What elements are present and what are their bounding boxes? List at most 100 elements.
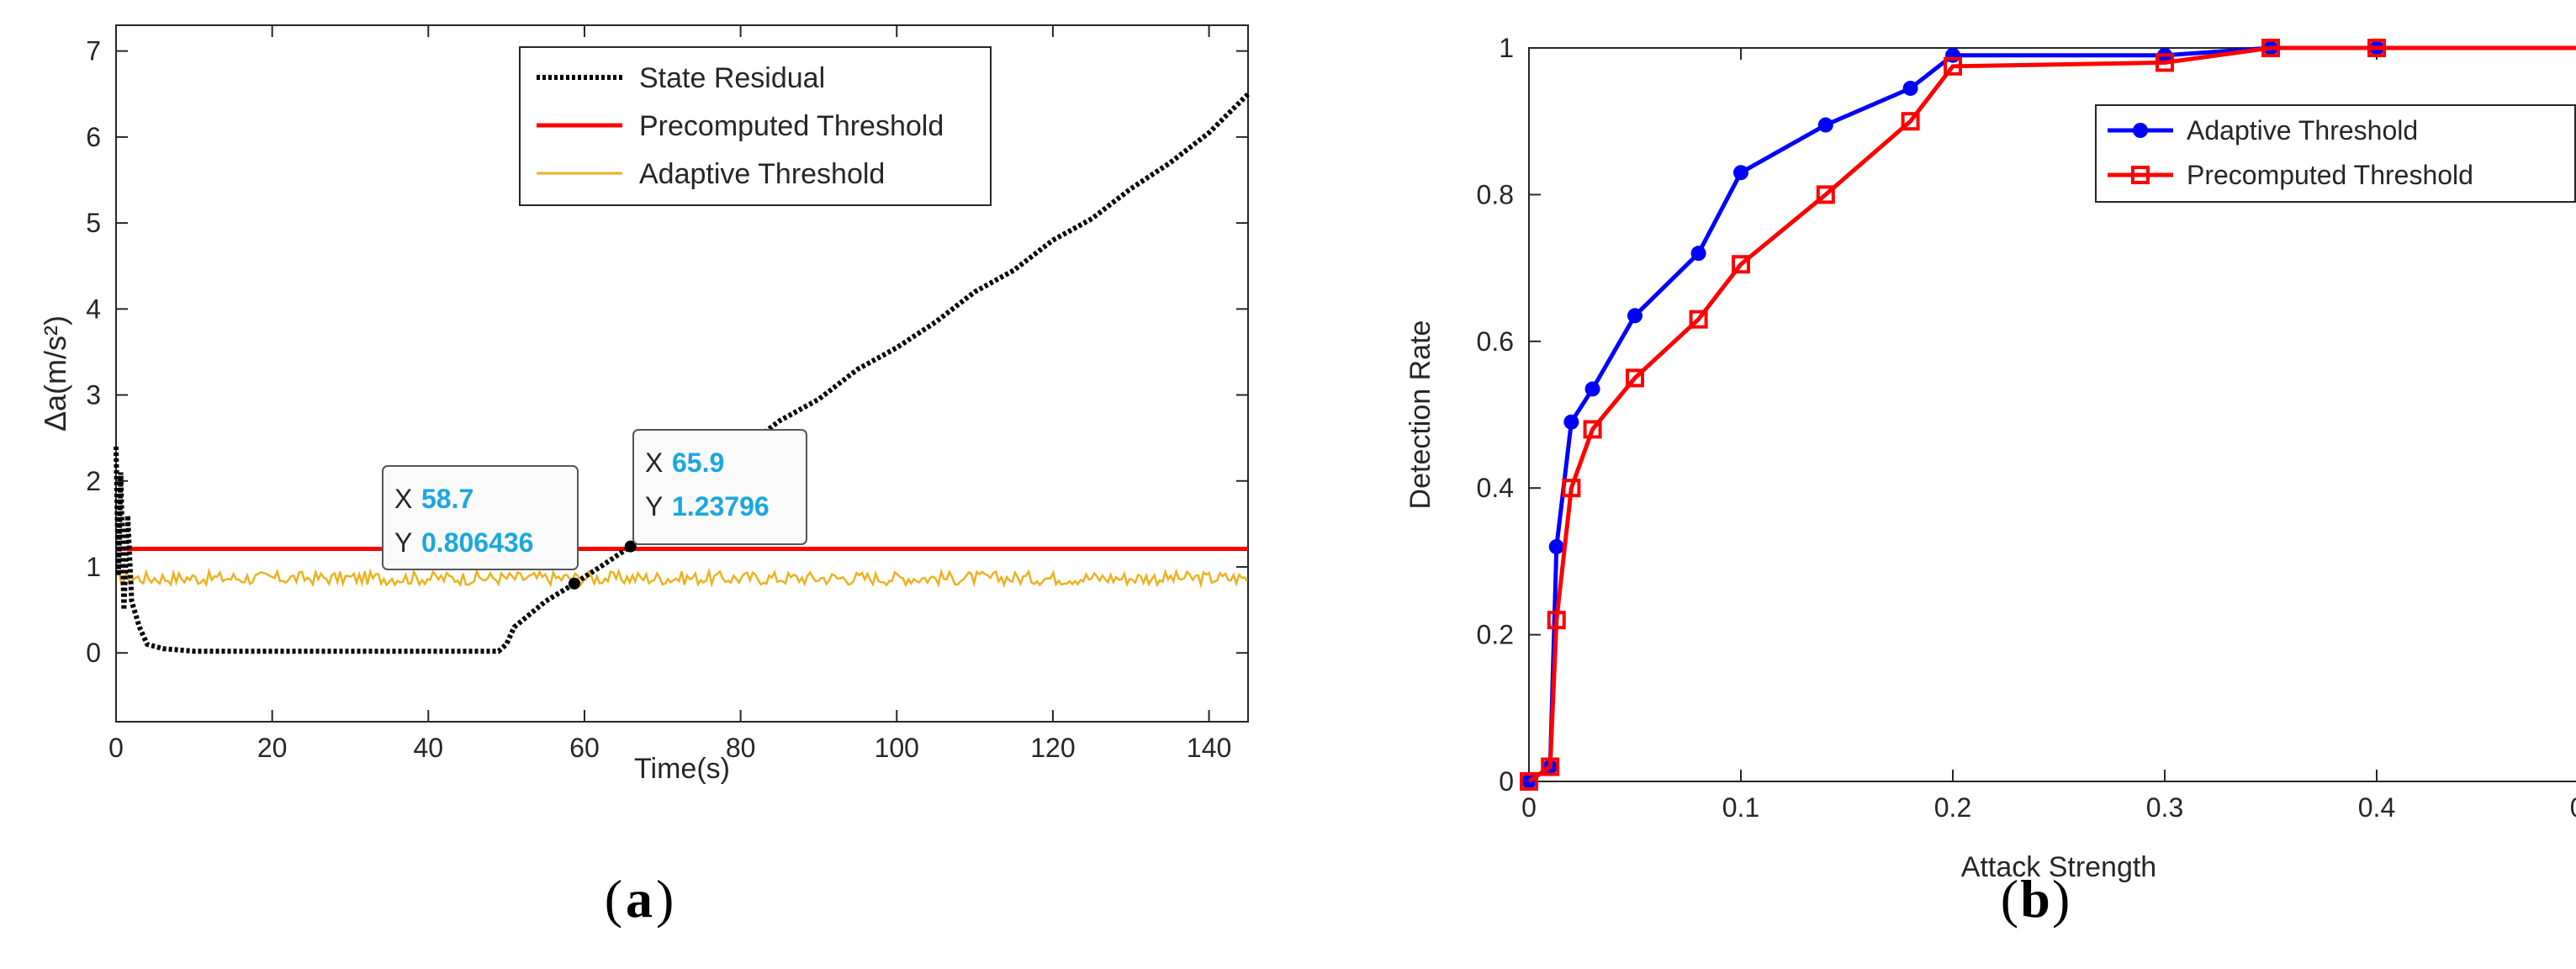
panel-b-legend-box <box>2095 104 2576 203</box>
panel-a-datatip-box <box>382 465 579 570</box>
panel-b-x-axis-label: Attack Strength <box>1961 851 2156 883</box>
panel-a-datatip-marker <box>568 577 580 590</box>
panel-a-x-tick-label: 40 <box>414 733 444 763</box>
panel-a-y-tick-label: 3 <box>86 380 101 410</box>
panel-b-x-tick-label: 0.1 <box>1722 792 1759 823</box>
panel-b-x-tick-label: 0.5 <box>2570 792 2576 823</box>
panel-a-x-axis-label: Time(s) <box>634 753 730 785</box>
panel-a-legend-label: Adaptive Threshold <box>639 158 885 190</box>
panel-a-time-series-chart: 0 1 2 3 4 5 6 7 0 20 40 60 80 100 120 140 X 58.7 Y 0.8064… <box>38 24 1251 929</box>
panel-b-point-adaptive-threshold <box>1584 381 1600 397</box>
panel-a-y-tick-label: 5 <box>86 208 101 238</box>
panel-a-x-tick-label: 80 <box>726 733 756 763</box>
panel-a-y-tick-label: 1 <box>86 552 101 582</box>
panel-b-point-adaptive-threshold <box>1945 47 1960 63</box>
panel-a-y-ticks: 0 1 2 3 4 5 6 7 <box>86 36 1248 668</box>
panel-b-y-tick-label: 0.6 <box>1477 326 1514 357</box>
panel-a-datatip-x-label: X <box>645 447 663 478</box>
panel-b-point-precomputed-threshold <box>2261 39 2280 57</box>
panel-b-point-precomputed-threshold <box>1520 772 1538 791</box>
panel-b-x-tick-label: 0 <box>1521 792 1537 823</box>
panel-b-legend-label: Adaptive Threshold <box>2187 115 2418 146</box>
panel-b-y-tick-label: 0.4 <box>1477 473 1514 503</box>
panel-a-x-ticks: 0 20 40 60 80 100 120 140 <box>108 25 1231 763</box>
panel-b-point-precomputed-threshold <box>1626 368 1644 388</box>
panel-a-datatip-marker <box>624 540 637 553</box>
panel-b-y-tick-label: 1 <box>1499 33 1514 63</box>
panel-a-datatip-box <box>632 429 807 545</box>
svg-text:(: ( <box>2001 869 2018 929</box>
panel-a-y-tick-label: 0 <box>86 638 101 668</box>
panel-b-x-tick-label: 0.2 <box>1934 792 1971 823</box>
panel-a-series-adaptive-threshold <box>115 567 1249 589</box>
panel-b-x-tick-label: 0.3 <box>2146 792 2183 823</box>
panel-b-point-precomputed-threshold <box>1547 611 1566 630</box>
panel-b-point-adaptive-threshold <box>1733 165 1748 181</box>
panel-a-y-tick-label: 6 <box>86 122 101 152</box>
panel-b-legend-marker <box>2131 166 2150 184</box>
panel-b-point-adaptive-threshold <box>1817 117 1833 133</box>
panel-a-datatip-x-label: X <box>394 484 412 514</box>
panel-b-series-precomputed-threshold <box>1527 45 2576 784</box>
panel-a-x-tick-label: 100 <box>875 733 919 763</box>
svg-text:): ) <box>656 869 674 929</box>
panel-b-detection-rate-chart: 0 0.2 0.4 0.6 0.8 1 0 0.1 0.2 0.3 0.4 0.5 Adaptive… <box>1404 33 2576 929</box>
panel-b-point-adaptive-threshold <box>1627 308 1642 324</box>
panel-a-series-state-residual <box>114 92 1251 654</box>
panel-b-point-precomputed-threshold <box>1732 255 1750 274</box>
panel-a-datatip-y-label: Y <box>394 527 412 558</box>
panel-b-legend-marker <box>2133 123 2148 138</box>
panel-a-datatip-x-value: 58.7 <box>421 484 473 514</box>
panel-b-point-adaptive-threshold <box>1690 246 1706 262</box>
panel-a-x-tick-label: 60 <box>569 733 600 763</box>
panel-b-point-adaptive-threshold <box>1902 80 1918 96</box>
panel-a-x-tick-label: 0 <box>108 733 124 763</box>
panel-b-point-adaptive-threshold <box>1563 414 1579 430</box>
panel-b-y-axis-label: Detection Rate <box>1404 320 1436 510</box>
panel-b-caption-letter: b <box>2020 869 2050 929</box>
panel-a-datatip[interactable]: X 58.7 Y 0.806436 <box>382 465 580 590</box>
panel-b-y-ticks: 0 0.2 0.4 0.6 0.8 1 <box>1477 33 1541 797</box>
panel-b-legend: Adaptive Threshold Precomputed Threshold <box>2095 104 2576 203</box>
panel-b-x-ticks: 0 0.1 0.2 0.3 0.4 0.5 <box>1521 48 2576 823</box>
panel-b-point-precomputed-threshold <box>2155 53 2174 72</box>
panel-a-legend: State Residual Precomputed Threshold Adapt… <box>519 46 992 206</box>
panel-a-datatip[interactable]: X 65.9 Y 1.23796 <box>624 429 807 553</box>
panel-b-y-tick-label: 0 <box>1499 766 1514 797</box>
panel-a-caption-letter: a <box>626 869 653 929</box>
svg-text:(: ( <box>605 869 622 929</box>
panel-b-point-precomputed-threshold <box>1583 420 1602 439</box>
panel-a-datatip-y-label: Y <box>645 491 663 522</box>
panel-b-point-precomputed-threshold <box>1816 185 1835 204</box>
panel-a-datatip-y-value: 0.806436 <box>421 527 533 558</box>
panel-a-legend-label: State Residual <box>639 62 825 94</box>
panel-a-caption: ( a ) <box>605 869 674 929</box>
panel-b-y-tick-label: 0.2 <box>1477 620 1514 650</box>
panel-b-point-precomputed-threshold <box>1562 479 1581 498</box>
panel-a-y-axis-label: Δa(m/s²) <box>38 315 72 432</box>
panel-a-x-tick-label: 140 <box>1187 733 1231 763</box>
panel-a-datatip-x-value: 65.9 <box>672 447 724 478</box>
panel-a-y-tick-label: 2 <box>86 466 101 496</box>
panel-a-series-lines <box>114 92 1251 654</box>
panel-b-point-precomputed-threshold <box>1944 56 1962 76</box>
svg-text:): ) <box>2052 869 2070 929</box>
panel-b-series-lines <box>1520 39 2576 791</box>
panel-b-point-precomputed-threshold <box>1689 310 1708 329</box>
panel-a-datatip-y-value: 1.23796 <box>672 491 770 522</box>
panel-b-point-precomputed-threshold <box>1541 757 1560 776</box>
panel-a-x-tick-label: 120 <box>1030 733 1075 763</box>
panel-b-caption: ( b ) <box>2001 869 2071 929</box>
panel-b-point-precomputed-threshold <box>1901 112 1920 131</box>
panel-a-y-tick-label: 7 <box>86 36 101 66</box>
panel-a-legend-label: Precomputed Threshold <box>639 110 944 142</box>
panel-b-y-tick-label: 0.8 <box>1477 179 1514 209</box>
panel-a-datatips: X 58.7 Y 0.806436 X 65.9 Y 1.23796 <box>382 429 807 590</box>
panel-a-y-tick-label: 4 <box>86 294 101 324</box>
panel-b-x-tick-label: 0.4 <box>2358 792 2395 823</box>
panel-b-legend-label: Precomputed Threshold <box>2187 160 2473 190</box>
panel-a-x-tick-label: 20 <box>257 733 288 763</box>
panel-b-point-precomputed-threshold <box>2367 39 2386 57</box>
panel-b-point-adaptive-threshold <box>1548 538 1564 554</box>
